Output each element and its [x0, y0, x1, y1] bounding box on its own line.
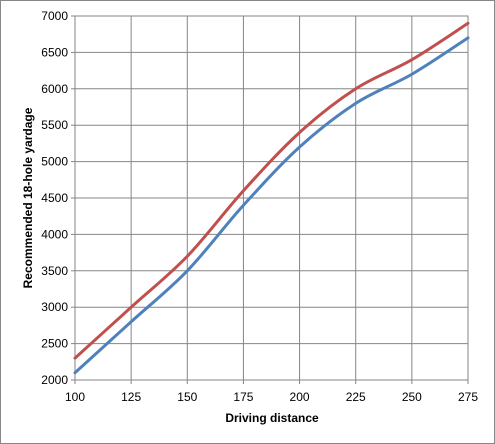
y-tick-label: 6000	[41, 82, 68, 96]
series-lines	[73, 21, 470, 375]
y-tick-label: 5500	[41, 118, 68, 132]
y-tick-label: 4500	[41, 191, 68, 205]
series-line-2	[73, 36, 470, 375]
x-axis-ticks: 100 125 150 175 200 225 250 275	[65, 380, 478, 404]
y-tick-label: 3000	[41, 300, 68, 314]
y-axis-title: Recommended 18-hole yardage	[21, 107, 35, 288]
y-tick-label: 5000	[41, 155, 68, 169]
x-tick-label: 275	[458, 390, 478, 404]
x-tick-label: 250	[402, 390, 422, 404]
x-tick-label: 100	[65, 390, 85, 404]
y-tick-label: 3500	[41, 264, 68, 278]
gridlines	[74, 15, 469, 381]
x-tick-label: 225	[346, 390, 366, 404]
x-tick-label: 125	[121, 390, 141, 404]
y-tick-label: 6500	[41, 45, 68, 59]
y-axis-ticks: 2000 2500 3000 3500 4000 4500 5000 5500 6000 6500…	[41, 9, 75, 387]
y-tick-label: 2000	[41, 373, 68, 387]
x-tick-label: 150	[177, 390, 197, 404]
series-line-1	[73, 21, 470, 360]
y-tick-label: 2500	[41, 337, 68, 351]
x-tick-label: 175	[233, 390, 253, 404]
x-axis-title: Driving distance	[225, 411, 319, 425]
x-tick-label: 200	[290, 390, 310, 404]
y-tick-label: 4000	[41, 227, 68, 241]
y-tick-label: 7000	[41, 9, 68, 23]
